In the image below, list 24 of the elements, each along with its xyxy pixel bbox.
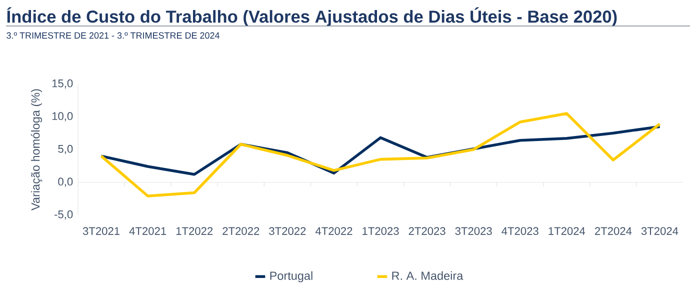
x-tick-label: 3T2022 bbox=[269, 227, 306, 235]
chart-subtitle: 3.º TRIMESTRE DE 2021 - 3.º TRIMESTRE DE 2024 bbox=[6, 32, 220, 39]
x-tick-label: 3T2023 bbox=[455, 227, 492, 235]
x-tick-label: 1T2022 bbox=[176, 227, 213, 235]
legend-label: R. A. Madeira bbox=[392, 271, 464, 280]
x-tick-label: 2T2023 bbox=[408, 227, 446, 235]
y-tick-label: 5,0 bbox=[58, 144, 73, 154]
x-tick-label: 2T2024 bbox=[594, 227, 632, 235]
legend-label: Portugal bbox=[270, 271, 312, 282]
y-tick-label: 15,0 bbox=[52, 79, 73, 89]
x-tick-label: 3T2021 bbox=[82, 227, 120, 235]
y-tick-label: 10,0 bbox=[52, 112, 73, 122]
x-tick-label: 2T2022 bbox=[222, 227, 260, 235]
x-tick-label: 4T2022 bbox=[315, 227, 352, 235]
chart-title: Índice de Custo do Trabalho (Valores Ajustados de Dias Úteis - Base 2020) bbox=[7, 7, 617, 26]
x-tick-label: 1T2023 bbox=[362, 227, 399, 235]
line-series bbox=[100, 112, 662, 198]
y-axis-title: Variação homóloga (%) bbox=[30, 89, 42, 210]
x-tick-label: 4T2023 bbox=[502, 227, 538, 235]
x-tick-label: 1T2024 bbox=[548, 227, 586, 235]
y-tick-label: 0,0 bbox=[58, 178, 73, 187]
y-tick-label: -5,0 bbox=[54, 210, 73, 220]
x-tick-label: 4T2021 bbox=[129, 227, 166, 235]
x-tick-label: 3T2024 bbox=[641, 227, 678, 235]
